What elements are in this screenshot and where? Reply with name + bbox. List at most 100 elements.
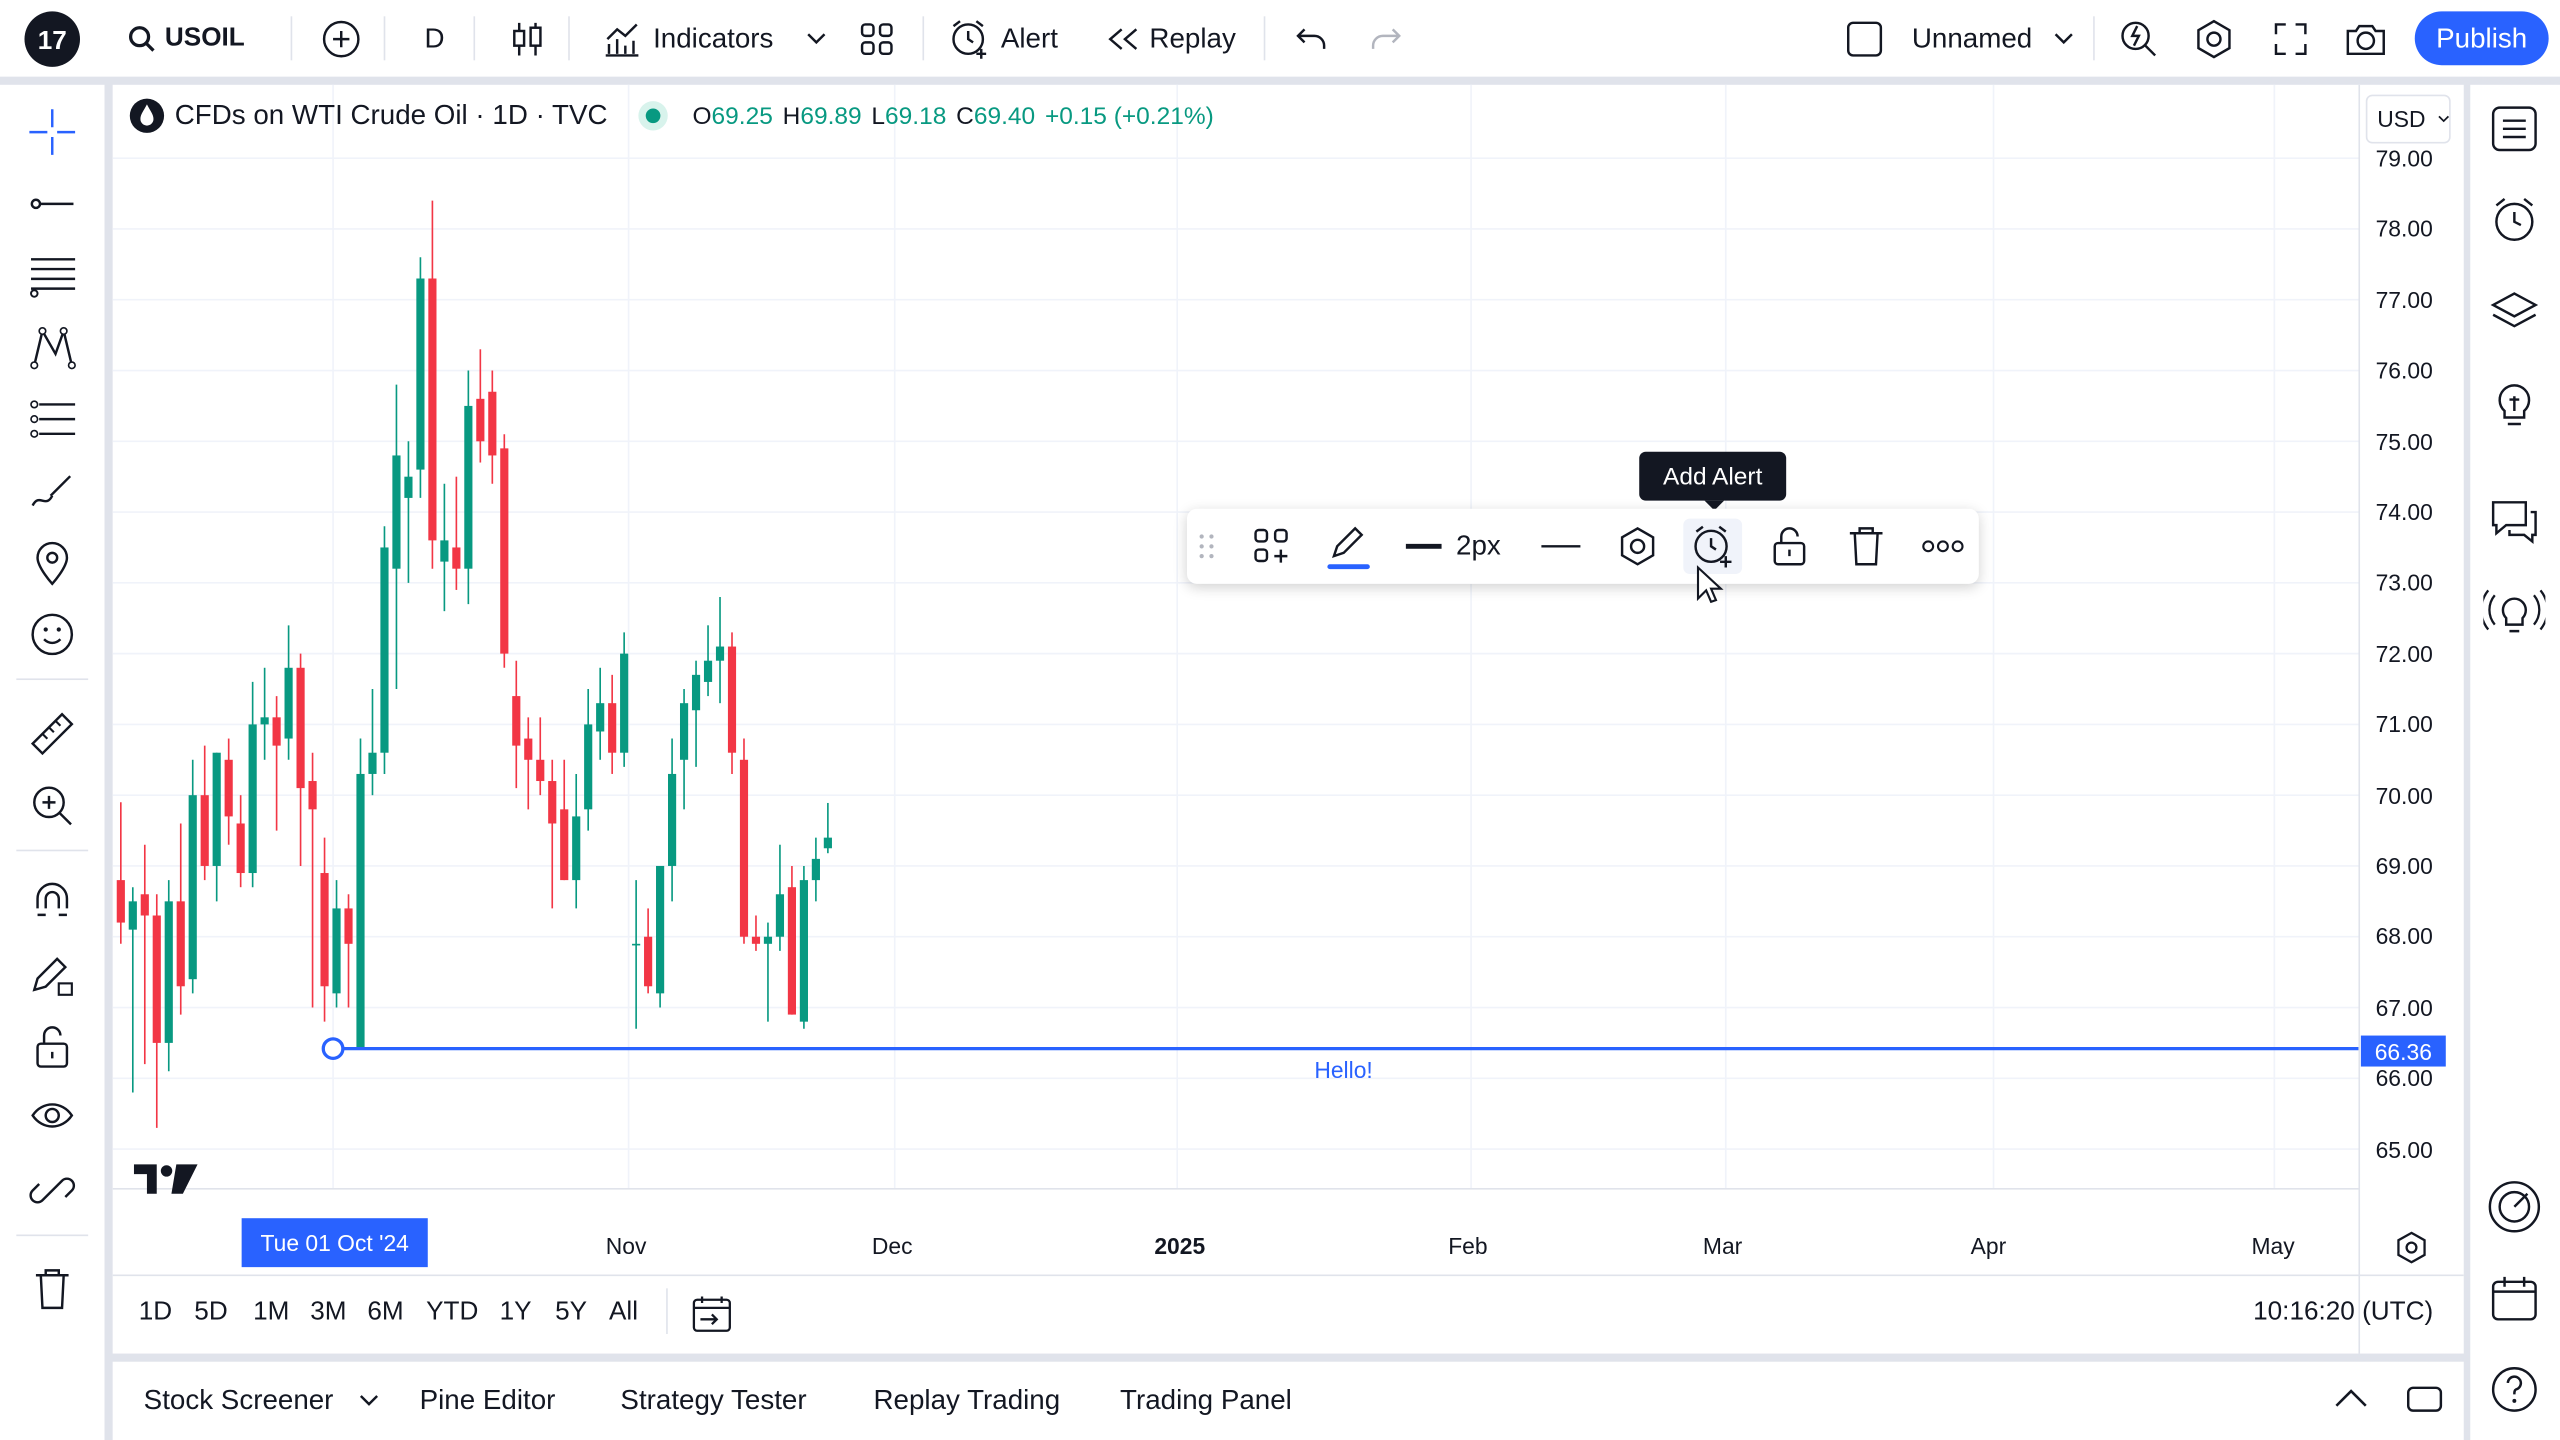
maximize-panel-icon[interactable] bbox=[2405, 1381, 2444, 1417]
settings-tool-button[interactable] bbox=[1608, 519, 1667, 574]
chart-canvas[interactable] bbox=[112, 84, 2464, 1354]
fullscreen-button[interactable] bbox=[2273, 0, 2309, 77]
search-icon bbox=[128, 25, 155, 51]
goto-date-icon[interactable] bbox=[691, 1295, 733, 1334]
delete-drawing-button[interactable] bbox=[1837, 519, 1896, 574]
ideas-button[interactable] bbox=[2483, 373, 2545, 435]
snapshot-button[interactable] bbox=[2343, 0, 2389, 77]
drag-handle[interactable] bbox=[1190, 519, 1223, 574]
remove-drawings-tool[interactable] bbox=[23, 1259, 82, 1318]
templates-tool-button[interactable] bbox=[1242, 519, 1301, 574]
timeframe-button-1d[interactable]: 1D bbox=[138, 1298, 173, 1326]
candle-body bbox=[584, 724, 593, 810]
hide-drawings-tool[interactable] bbox=[23, 1089, 82, 1148]
broadcast-bulb-icon bbox=[2483, 589, 2546, 633]
add-alert-button[interactable] bbox=[1683, 518, 1743, 575]
line-style-button[interactable] bbox=[1531, 519, 1590, 574]
crosshair-tool[interactable] bbox=[23, 103, 82, 162]
candle-body bbox=[560, 809, 569, 881]
currency-select[interactable]: USD bbox=[2365, 94, 2451, 144]
streams-button[interactable] bbox=[2483, 581, 2546, 643]
axis-settings-icon[interactable] bbox=[2394, 1230, 2430, 1266]
calendar-button[interactable] bbox=[2483, 1267, 2545, 1329]
tradingview-logo-icon[interactable]: 17 bbox=[23, 0, 82, 77]
indicators-button[interactable]: Indicators bbox=[602, 0, 773, 77]
help-button[interactable] bbox=[2483, 1358, 2545, 1420]
sync-drawings-tool[interactable] bbox=[23, 1161, 82, 1220]
tab-replay-trading[interactable]: Replay Trading bbox=[873, 1384, 1061, 1416]
stay-in-drawing-mode-tool[interactable] bbox=[23, 946, 82, 1005]
timeframe-button-1m[interactable]: 1M bbox=[253, 1298, 290, 1326]
emoji-tool[interactable] bbox=[23, 605, 82, 664]
publish-button[interactable]: Publish bbox=[2414, 11, 2549, 66]
chat-bubbles-icon bbox=[2491, 501, 2537, 544]
settings-button[interactable] bbox=[2193, 0, 2235, 77]
line-color-button[interactable] bbox=[1319, 519, 1378, 574]
chevron-up-icon[interactable] bbox=[2333, 1386, 2369, 1409]
candle-body bbox=[392, 455, 401, 569]
pencil-lock-icon bbox=[32, 957, 73, 996]
quick-search-button[interactable] bbox=[2118, 0, 2160, 77]
layout-button[interactable]: Unnamed bbox=[1845, 0, 2073, 77]
price-tick-label: 78.00 bbox=[2375, 215, 2433, 242]
candle-body bbox=[823, 837, 832, 849]
candle-body bbox=[176, 901, 185, 987]
watchlist-button[interactable] bbox=[2483, 98, 2545, 160]
lock-drawings-tool[interactable] bbox=[23, 1018, 82, 1077]
marker-tool[interactable] bbox=[23, 533, 82, 592]
candle-body bbox=[416, 278, 425, 470]
lock-drawing-button[interactable] bbox=[1760, 519, 1819, 574]
undo-button[interactable] bbox=[1293, 0, 1329, 77]
brush-tool[interactable] bbox=[23, 462, 82, 521]
more-options-button[interactable] bbox=[1914, 519, 1973, 574]
line-style-icon bbox=[1541, 545, 1581, 548]
indicators-dropdown-button[interactable] bbox=[807, 0, 827, 77]
timeframe-button-5d[interactable]: 5D bbox=[194, 1298, 228, 1326]
timeframe-button-5y[interactable]: 5Y bbox=[555, 1298, 588, 1326]
line-width-button[interactable]: 2px bbox=[1396, 519, 1510, 574]
replay-button[interactable]: Replay bbox=[1105, 0, 1236, 77]
price-tick-label: 70.00 bbox=[2375, 782, 2433, 809]
alarm-clock-plus-icon bbox=[952, 19, 987, 58]
magnet-tool[interactable] bbox=[23, 874, 82, 933]
trend-line-tool[interactable] bbox=[23, 174, 82, 233]
timeframe-button-ytd[interactable]: YTD bbox=[426, 1298, 479, 1326]
candle-body bbox=[440, 540, 449, 562]
tab-stock-screener[interactable]: Stock Screener bbox=[144, 1385, 379, 1418]
compare-symbol-button[interactable] bbox=[322, 0, 361, 77]
interval-button[interactable]: D bbox=[425, 0, 445, 77]
gear-icon bbox=[2197, 18, 2231, 58]
symbol-legend[interactable]: CFDs on WTI Crude Oil · 1D · TVC O69.25 H… bbox=[129, 98, 1224, 134]
tradingview-watermark-logo[interactable] bbox=[133, 1158, 199, 1209]
chart-type-button[interactable] bbox=[509, 0, 545, 77]
measure-tool[interactable] bbox=[23, 705, 82, 764]
timeframe-button-3m[interactable]: 3M bbox=[310, 1298, 347, 1326]
tab-pine-editor[interactable]: Pine Editor bbox=[419, 1384, 556, 1416]
timeframe-button-6m[interactable]: 6M bbox=[367, 1298, 404, 1326]
zoom-in-tool[interactable] bbox=[23, 776, 82, 835]
utc-clock[interactable]: 10:16:20 (UTC) bbox=[2253, 1298, 2434, 1326]
pattern-tool[interactable] bbox=[23, 318, 82, 377]
object-tree-button[interactable] bbox=[2483, 282, 2545, 344]
bottom-panel-tabs: Stock Screener Pine Editor Strategy Test… bbox=[112, 1361, 2464, 1440]
target-button[interactable] bbox=[2483, 1176, 2545, 1238]
timeframe-button-all[interactable]: All bbox=[608, 1298, 639, 1326]
tab-trading-panel[interactable]: Trading Panel bbox=[1120, 1384, 1292, 1416]
timeframe-button-1y[interactable]: 1Y bbox=[499, 1298, 532, 1326]
templates-button[interactable] bbox=[859, 0, 895, 77]
alerts-button[interactable] bbox=[2483, 189, 2545, 251]
eye-icon bbox=[31, 1103, 74, 1128]
prediction-tool[interactable] bbox=[23, 390, 82, 449]
alert-button[interactable]: Alert bbox=[949, 0, 1058, 77]
fib-tool[interactable] bbox=[23, 246, 82, 305]
redo-button[interactable] bbox=[1368, 0, 1404, 77]
chart-pane[interactable]: CFDs on WTI Crude Oil · 1D · TVC O69.25 H… bbox=[112, 84, 2464, 1354]
chevron-down-icon bbox=[360, 1395, 379, 1406]
chats-button[interactable] bbox=[2483, 491, 2545, 553]
currency-label: USD bbox=[2377, 106, 2426, 133]
tab-strategy-tester[interactable]: Strategy Tester bbox=[620, 1384, 807, 1416]
symbol-search-button[interactable]: USOIL bbox=[127, 0, 245, 77]
line-text-label[interactable]: Hello! bbox=[1314, 1056, 1373, 1083]
price-tick-label: 79.00 bbox=[2375, 145, 2433, 172]
candle-body bbox=[644, 936, 653, 987]
